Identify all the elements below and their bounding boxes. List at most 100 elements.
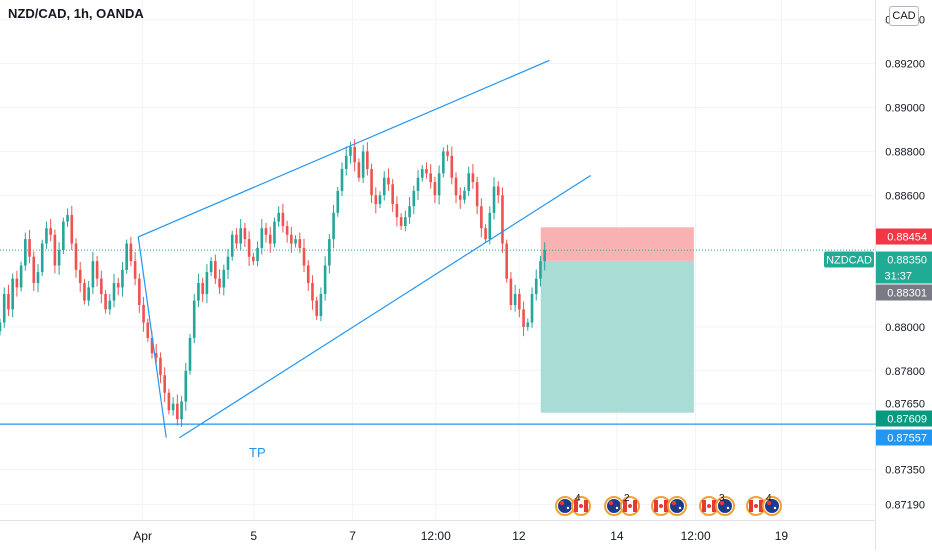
candle-body: [138, 278, 141, 305]
candle-body: [399, 217, 403, 226]
candle-body: [218, 278, 221, 288]
currency-button[interactable]: CAD: [889, 6, 919, 26]
candle-body: [361, 151, 365, 178]
price-tick-label: 0.87650: [885, 399, 925, 411]
candle-body: [366, 151, 369, 169]
canada-flag-icon: [571, 496, 591, 516]
candle-body: [496, 186, 500, 196]
event-count: 2: [624, 493, 630, 504]
price-tick-label: 0.87190: [885, 500, 925, 512]
candle-body: [458, 195, 462, 200]
candle-body: [192, 300, 196, 338]
candle-body: [437, 173, 441, 196]
candle-body: [387, 177, 390, 185]
event-count: 3: [719, 493, 725, 504]
candle-body: [467, 173, 470, 191]
candle-body: [78, 269, 82, 284]
candle-body: [112, 283, 116, 301]
candle-body: [492, 186, 496, 213]
candle-body: [197, 283, 200, 301]
position-stop-zone: [540, 227, 694, 261]
candle-body: [19, 265, 23, 288]
candlestick-series: [0, 139, 546, 427]
candle-body: [142, 304, 145, 323]
candle-body: [522, 309, 525, 327]
candle-body: [256, 247, 259, 262]
candle-body: [475, 182, 479, 207]
candle-body: [408, 206, 411, 218]
price-badge: [876, 429, 932, 446]
candle-body: [446, 151, 449, 156]
candle-body: [247, 239, 251, 257]
candle-body: [0, 322, 2, 332]
price-badge: [876, 228, 932, 245]
position-target-zone: [540, 260, 694, 413]
candle-body: [277, 212, 280, 222]
candle-body: [463, 190, 466, 200]
price-badge: [876, 410, 932, 427]
grid-lines: [0, 0, 875, 520]
candle-body: [2, 294, 6, 323]
candle-body: [311, 283, 314, 301]
candle-body: [290, 234, 293, 244]
new-zealand-flag-icon: [762, 496, 782, 516]
candle-body: [323, 265, 327, 295]
candle-body: [450, 155, 454, 178]
time-tick-label: 14: [610, 529, 624, 543]
candle-body: [239, 228, 242, 244]
candle-body: [129, 243, 133, 262]
price-tick-label: 0.88000: [885, 322, 925, 334]
candle-body: [530, 294, 534, 323]
candle-body: [429, 173, 432, 183]
candle-body: [201, 283, 204, 295]
price-badges: 0.88454 NZDCAD 0.88350 31:37 0.88301 0.87609 0…: [824, 228, 932, 446]
candle-body: [146, 322, 150, 338]
candle-body: [306, 265, 310, 284]
candle-body: [328, 239, 331, 266]
candle-body: [62, 221, 65, 251]
price-tick-label: 0.89200: [885, 59, 925, 71]
candle-body: [395, 204, 399, 218]
candle-body: [273, 221, 276, 244]
candle-body: [108, 300, 112, 310]
candle-body: [150, 337, 154, 354]
candle-body: [74, 243, 78, 270]
price-tick-label: 0.89000: [885, 103, 925, 115]
candle-body: [543, 250, 546, 262]
event-markers: 4 2 3 4: [555, 493, 782, 516]
candle-body: [488, 212, 492, 240]
candle-body: [57, 250, 61, 266]
time-tick-label: Apr: [133, 529, 152, 543]
price-badge-value: 0.87609: [887, 414, 927, 426]
candle-body: [319, 294, 323, 316]
candle-body: [332, 212, 335, 240]
candle-body: [222, 269, 226, 288]
candle-body: [268, 234, 272, 244]
channel-upper-line: [138, 59, 550, 238]
candle-body: [349, 147, 352, 156]
candle-body: [442, 151, 445, 174]
price-badge-value: 0.88301: [887, 288, 927, 300]
symbol-label-text: NZDCAD: [826, 255, 872, 267]
new-zealand-flag-icon: [667, 496, 687, 516]
candle-body: [188, 337, 192, 371]
candle-body: [49, 228, 52, 235]
candle-body: [471, 173, 475, 183]
candle-body: [11, 278, 14, 310]
price-tick-label: 0.87350: [885, 465, 925, 477]
candle-body: [501, 195, 504, 244]
candle-body: [433, 182, 437, 196]
candle-body: [24, 239, 27, 266]
candle-body: [159, 357, 162, 376]
candle-body: [100, 278, 103, 295]
candle-body: [404, 217, 407, 226]
event-count: 4: [766, 493, 772, 504]
annotation-label: TP: [249, 445, 266, 460]
candle-body: [264, 228, 268, 235]
channel-lower-line: [179, 175, 591, 439]
price-badge-countdown: 31:37: [884, 271, 912, 283]
symbol-label-chip: [824, 251, 874, 268]
candle-body: [205, 272, 209, 295]
